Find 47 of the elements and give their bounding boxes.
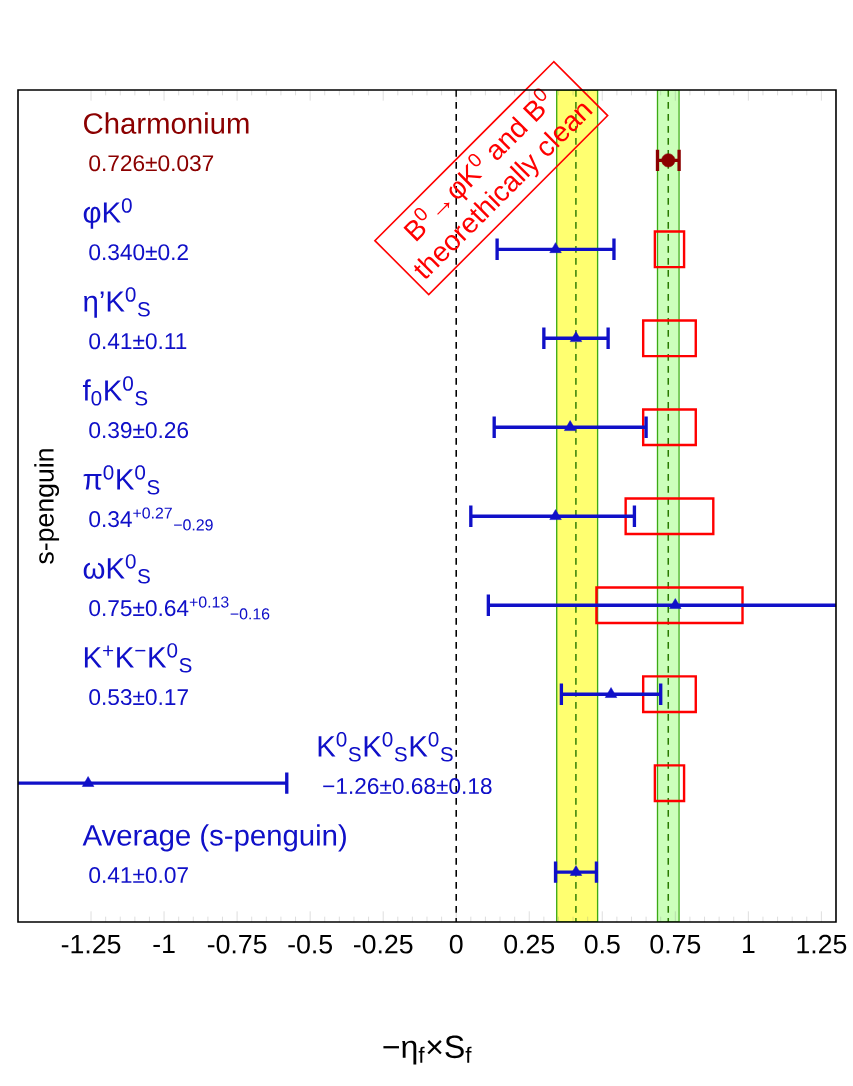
y-tick-label: Charmonium — [84, 112, 249, 134]
point — [669, 598, 682, 609]
x-tick-label: -0.5 — [288, 934, 332, 954]
annotation: 0.41±0.11 — [89, 333, 187, 350]
point — [564, 420, 577, 431]
bar — [641, 319, 697, 358]
annotation: 0.41±0.07 — [89, 867, 188, 884]
y-axis-title: s-penguin — [34, 449, 60, 564]
bar — [624, 497, 715, 536]
point — [549, 242, 562, 253]
y-tick-label: φK$^{0}$ — [83, 198, 132, 229]
x-tick-label: 1.25 — [797, 934, 847, 954]
x-tick-label: -1.25 — [61, 934, 121, 954]
bar — [641, 408, 697, 447]
annotation: 0.75±0.64$^{+0.13}$−0.16 — [89, 596, 270, 620]
y-tick-label: η’K$^{0}$S — [84, 287, 150, 318]
annotation: 0.340±0.2 — [89, 244, 188, 261]
x-tick-label: 0 — [449, 934, 463, 954]
x-tick-label: 0.5 — [584, 934, 620, 954]
x-tick-label: -0.75 — [207, 934, 267, 954]
point — [82, 776, 95, 787]
bar — [595, 586, 744, 625]
category-label: K$^{0}$$_{S}$K$^{0}$$_{S}$K$^{0}$S — [318, 732, 453, 762]
annotation: 0.726±0.037 — [89, 155, 214, 172]
x-tick-label: 0.75 — [650, 934, 701, 954]
annotation: −1.26±0.68±0.18 — [323, 778, 492, 795]
y-tick-label: K$^{+}$K$^{−}$K$^{0}$S — [84, 643, 192, 673]
point — [549, 509, 562, 520]
x-axis-title: −η$_{f}$×S$_{f}$ — [383, 1035, 472, 1065]
x-tick-label: 1 — [742, 934, 755, 954]
x-tick-label: -0.25 — [353, 934, 413, 954]
bar — [641, 675, 697, 714]
annotation: 0.39±0.26 — [89, 422, 189, 439]
point — [605, 687, 618, 698]
y-tick-label: Average (s-penguin) — [82, 824, 346, 852]
bar — [653, 764, 686, 803]
x-tick-label: 0.25 — [504, 934, 555, 954]
annotation: 0.34$^{+0.27}$−0.29 — [89, 507, 213, 531]
annotation: 0.53±0.17 — [89, 689, 188, 706]
bar — [653, 230, 686, 269]
x-tick-label: -1 — [153, 934, 175, 954]
y-tick-label: ωK$^{0}$S — [83, 554, 150, 584]
y-tick-label: f$_{0}$K$^{0}$S — [82, 376, 148, 406]
y-tick-label: π$^{0}$K$^{0}$S — [83, 465, 160, 495]
point — [569, 331, 583, 342]
point — [661, 153, 676, 168]
point — [569, 865, 583, 876]
